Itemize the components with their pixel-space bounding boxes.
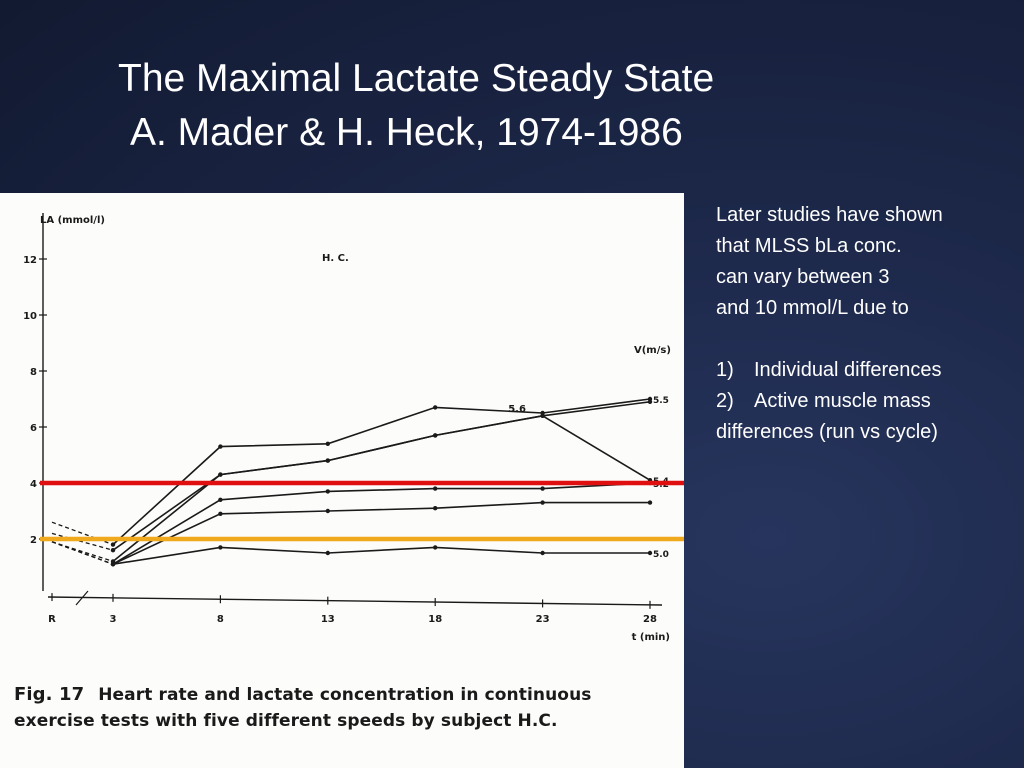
series-line (112, 546, 650, 565)
x-tick-label: 18 (428, 614, 442, 625)
list-text: Active muscle mass (754, 390, 931, 412)
y-tick-label: 2 (30, 535, 37, 546)
list-number: 1) (716, 359, 734, 381)
rest-dashed-segment (51, 541, 114, 565)
note-line-4: and 10 mmol/L due to (716, 297, 909, 319)
x-tick-label: 28 (643, 614, 657, 625)
axis-break-mark (75, 590, 89, 606)
list-text: Individual differences (754, 359, 942, 381)
series-line (112, 501, 650, 565)
x-tick-label: 23 (536, 614, 550, 625)
x-axis-label: t (min) (632, 632, 670, 643)
data-point (110, 542, 116, 547)
y-tick-label: 4 (30, 479, 37, 490)
data-point (647, 550, 653, 556)
data-point (325, 508, 330, 514)
series-line (112, 414, 651, 563)
data-point (325, 489, 330, 494)
y-tick-label: 12 (23, 255, 37, 266)
data-point (218, 497, 223, 502)
y-axis-label: LA (mmol/l) (40, 215, 105, 226)
data-point (433, 433, 438, 438)
data-point (325, 441, 330, 446)
series-line (112, 482, 651, 565)
series-inline-label: 5.6 (508, 404, 526, 415)
note-tail: differences (run vs cycle) (716, 421, 938, 443)
data-point (433, 486, 438, 491)
note-line-3: can vary between 3 (716, 266, 890, 288)
data-point (218, 511, 223, 516)
list-number: 2) (716, 390, 734, 412)
figure-caption: Fig. 17 Heart rate and lactate concentrat… (14, 682, 674, 734)
data-point (540, 550, 545, 556)
legend-title: V(m/s) (634, 345, 671, 356)
x-tick-label: 13 (321, 614, 335, 625)
scanned-figure: 2 4 6 8 10 12 LA (mmol/l) H. C. V(m/s) R 3 8 13 18 23 2… (0, 193, 684, 768)
data-point (218, 472, 223, 477)
series-label: 5.0 (653, 550, 669, 560)
data-point (540, 500, 545, 505)
data-point (110, 548, 116, 553)
caption-text: Heart rate and lactate concentration in … (14, 685, 592, 731)
data-point (433, 506, 438, 511)
rest-dashed-segment (51, 521, 114, 546)
y-tick-label: 6 (30, 423, 37, 434)
subject-label: H. C. (322, 253, 349, 264)
data-point (218, 545, 223, 550)
x-tick-label: 8 (217, 614, 224, 625)
note-list-item-1: 1) Individual differences (716, 355, 1016, 386)
note-line-2: that MLSS bLa conc. (716, 235, 902, 257)
data-point (540, 486, 545, 491)
data-point (433, 405, 438, 410)
y-tick-label: 8 (30, 367, 37, 378)
x-tick-label: R (48, 614, 56, 625)
series-line (112, 401, 651, 551)
data-point (647, 399, 653, 404)
data-point (325, 550, 330, 556)
slide-title: The Maximal Lactate Steady State A. Made… (118, 52, 714, 160)
data-point (647, 500, 653, 505)
series-label: 5.5 (653, 396, 669, 406)
title-line-1: The Maximal Lactate Steady State (118, 57, 715, 100)
data-point (325, 458, 330, 463)
lactate-chart: 2 4 6 8 10 12 LA (mmol/l) H. C. V(m/s) R 3 8 13 18 23 2… (23, 213, 684, 643)
data-point (110, 562, 116, 567)
note-list-item-2: 2) Active muscle mass (716, 386, 1016, 417)
data-point (218, 444, 223, 449)
y-tick-label: 10 (23, 311, 37, 322)
data-point (433, 545, 438, 550)
data-point (540, 413, 545, 418)
caption-figure-number: Fig. 17 (14, 684, 85, 705)
notes-panel: Later studies have shown that MLSS bLa c… (716, 200, 1016, 448)
rest-dashed-segment (51, 532, 114, 551)
x-tick-label: 3 (110, 614, 117, 625)
title-line-2: A. Mader & H. Heck, 1974-1986 (130, 111, 683, 154)
series-line (112, 398, 651, 546)
note-line-1: Later studies have shown (716, 204, 943, 226)
x-axis (47, 596, 663, 606)
